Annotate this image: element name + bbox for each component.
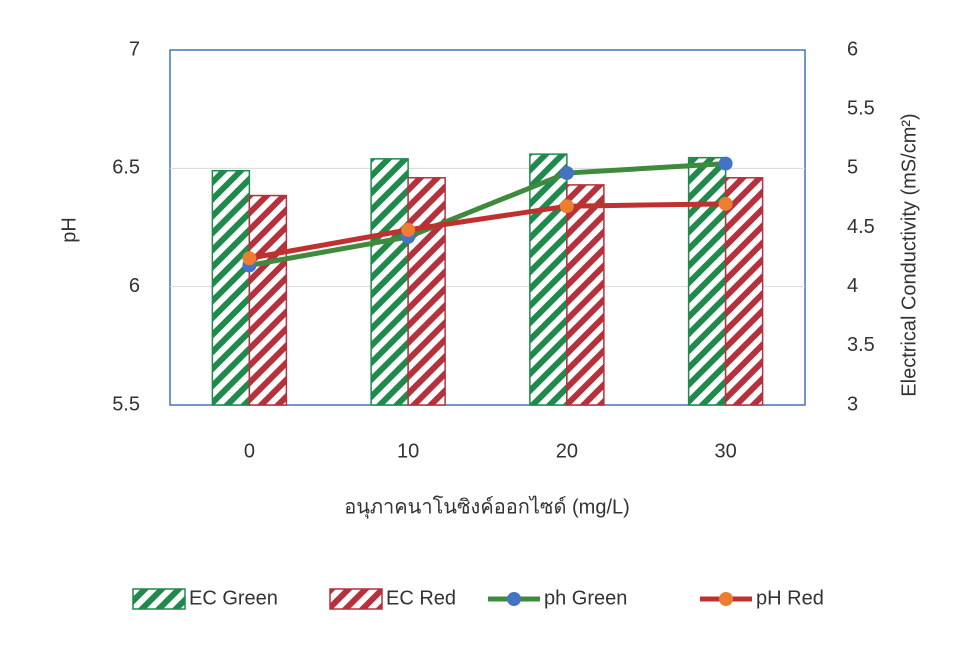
y-tick-label: 6 — [129, 275, 140, 297]
y-axis-title: pH — [58, 217, 80, 243]
y2-tick-label: 5 — [847, 157, 858, 179]
bar — [212, 171, 249, 405]
legend-label: pH Red — [756, 587, 824, 609]
x-tick-label: 20 — [556, 440, 578, 462]
y2-tick-label: 3.5 — [847, 334, 875, 356]
y2-axis-title: Electrical Conductivity (mS/cm²) — [898, 113, 920, 396]
y2-tick-label: 5.5 — [847, 97, 875, 119]
x-tick-label: 30 — [715, 440, 737, 462]
x-tick-label: 10 — [397, 440, 419, 462]
y2-tick-label: 4 — [847, 275, 858, 297]
marker — [401, 223, 415, 237]
y-tick-label: 5.5 — [112, 393, 140, 415]
marker — [560, 166, 574, 180]
legend-label: EC Green — [189, 587, 278, 609]
legend-marker — [507, 592, 521, 606]
marker — [719, 157, 733, 171]
page: pH Electrical Conductivity (mS/cm²) อนุภ… — [0, 0, 959, 649]
y2-tick-label: 6 — [847, 38, 858, 60]
y-tick-label: 7 — [129, 38, 140, 60]
marker — [560, 199, 574, 213]
legend-label: ph Green — [544, 587, 627, 609]
bar — [567, 185, 604, 405]
bar — [530, 154, 567, 405]
marker — [242, 251, 256, 265]
legend-marker — [719, 592, 733, 606]
x-tick-label: 0 — [244, 440, 255, 462]
bar — [689, 158, 726, 405]
bar — [371, 159, 408, 405]
line — [249, 164, 725, 266]
y2-tick-label: 4.5 — [847, 216, 875, 238]
legend-swatch — [133, 589, 185, 609]
chart: pH Electrical Conductivity (mS/cm²) อนุภ… — [0, 0, 959, 644]
x-axis-title: อนุภาคนาโนซิงค์ออกไซด์ (mg/L) — [344, 495, 630, 519]
marker — [719, 197, 733, 211]
bar — [249, 196, 286, 405]
bar — [408, 178, 445, 405]
legend-swatch — [330, 589, 382, 609]
bar — [726, 178, 763, 405]
legend-label: EC Red — [386, 587, 456, 609]
y2-tick-label: 3 — [847, 393, 858, 415]
y-tick-label: 6.5 — [112, 157, 140, 179]
